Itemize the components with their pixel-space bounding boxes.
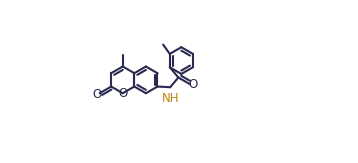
Text: O: O (188, 79, 198, 91)
Text: O: O (92, 88, 101, 101)
Text: O: O (118, 87, 127, 100)
Text: NH: NH (162, 92, 180, 105)
